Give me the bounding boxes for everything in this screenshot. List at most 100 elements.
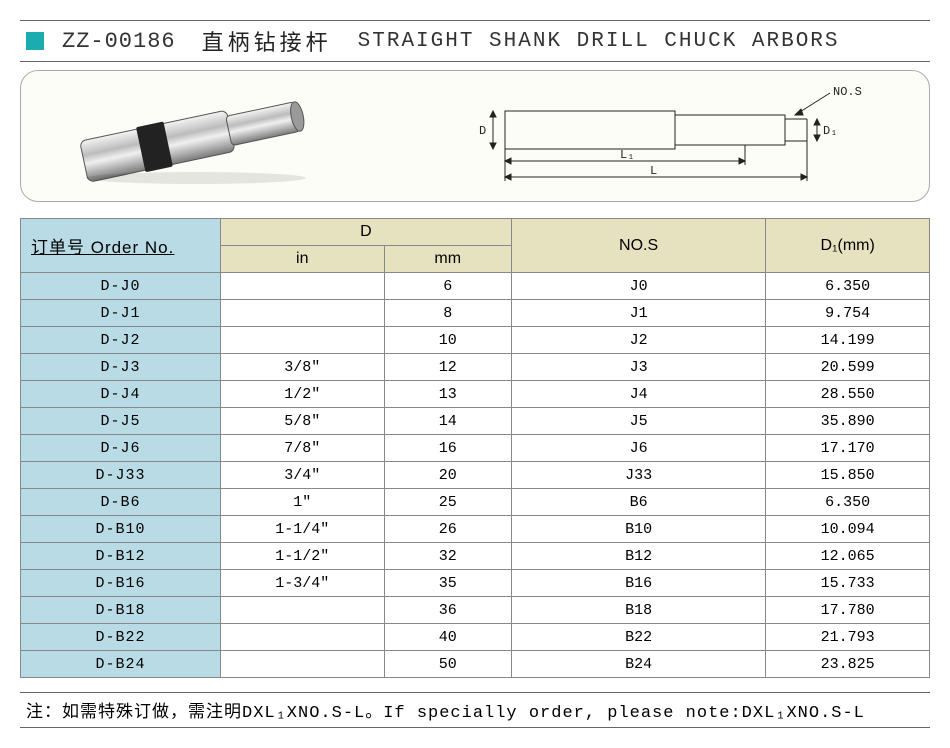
cell-mm: 14 bbox=[384, 408, 511, 435]
cell-order: D-J0 bbox=[21, 273, 221, 300]
table-row: D-J33/8"12J320.599 bbox=[21, 354, 930, 381]
cell-d1: 20.599 bbox=[766, 354, 930, 381]
cell-d1: 10.094 bbox=[766, 516, 930, 543]
cell-nos: B24 bbox=[511, 651, 766, 678]
cell-nos: B22 bbox=[511, 624, 766, 651]
cell-nos: B12 bbox=[511, 543, 766, 570]
table-row: D-B161-3/4"35B1615.733 bbox=[21, 570, 930, 597]
cell-nos: B10 bbox=[511, 516, 766, 543]
cell-in: 1-1/4" bbox=[220, 516, 384, 543]
svg-text:L: L bbox=[650, 164, 657, 178]
table-row: D-B2450B2423.825 bbox=[21, 651, 930, 678]
cell-in: 1-1/2" bbox=[220, 543, 384, 570]
cell-in bbox=[220, 273, 384, 300]
table-row: D-B22 40B2221.793 bbox=[21, 624, 930, 651]
cell-mm: 36 bbox=[384, 597, 511, 624]
cell-mm: 6 bbox=[384, 273, 511, 300]
cell-mm: 8 bbox=[384, 300, 511, 327]
cell-nos: J6 bbox=[511, 435, 766, 462]
spec-table: 订单号 Order No. D NO.S D₁(mm) in mm D-J06J… bbox=[20, 218, 930, 678]
cell-order: D-B12 bbox=[21, 543, 221, 570]
cell-in bbox=[220, 651, 384, 678]
cell-order: D-B24 bbox=[21, 651, 221, 678]
table-row: D-B61"25B66.350 bbox=[21, 489, 930, 516]
cell-mm: 26 bbox=[384, 516, 511, 543]
product-code: ZZ-00186 bbox=[62, 29, 176, 54]
cell-in: 3/4" bbox=[220, 462, 384, 489]
cell-d1: 9.754 bbox=[766, 300, 930, 327]
cell-order: D-J1 bbox=[21, 300, 221, 327]
cell-order: D-B18 bbox=[21, 597, 221, 624]
cell-d1: 12.065 bbox=[766, 543, 930, 570]
cell-d1: 6.350 bbox=[766, 273, 930, 300]
cell-nos: J5 bbox=[511, 408, 766, 435]
table-row: D-J41/2"13J428.550 bbox=[21, 381, 930, 408]
col-d: D bbox=[220, 219, 511, 246]
cell-nos: J2 bbox=[511, 327, 766, 354]
cell-mm: 25 bbox=[384, 489, 511, 516]
cell-nos: J3 bbox=[511, 354, 766, 381]
table-row: D-J67/8"16J617.170 bbox=[21, 435, 930, 462]
col-mm: mm bbox=[384, 246, 511, 273]
table-row: D-J55/8"14J535.890 bbox=[21, 408, 930, 435]
cell-d1: 23.825 bbox=[766, 651, 930, 678]
cell-in: 3/8" bbox=[220, 354, 384, 381]
cell-order: D-B6 bbox=[21, 489, 221, 516]
cell-nos: B6 bbox=[511, 489, 766, 516]
cell-order: D-J2 bbox=[21, 327, 221, 354]
dimension-diagram: NO.S D D₁ L₁ L bbox=[401, 81, 909, 191]
cell-mm: 40 bbox=[384, 624, 511, 651]
cell-order: D-B22 bbox=[21, 624, 221, 651]
header-square-icon bbox=[26, 32, 44, 50]
svg-text:L₁: L₁ bbox=[620, 148, 634, 162]
table-row: D-J06J06.350 bbox=[21, 273, 930, 300]
cell-d1: 21.793 bbox=[766, 624, 930, 651]
cell-in: 7/8" bbox=[220, 435, 384, 462]
cell-d1: 17.170 bbox=[766, 435, 930, 462]
cell-in: 1/2" bbox=[220, 381, 384, 408]
cell-d1: 17.780 bbox=[766, 597, 930, 624]
cell-mm: 20 bbox=[384, 462, 511, 489]
cell-d1: 14.199 bbox=[766, 327, 930, 354]
cell-in: 1-3/4" bbox=[220, 570, 384, 597]
cell-d1: 15.850 bbox=[766, 462, 930, 489]
cell-order: D-B16 bbox=[21, 570, 221, 597]
product-name-en: STRAIGHT SHANK DRILL CHUCK ARBORS bbox=[358, 30, 840, 53]
cell-in bbox=[220, 327, 384, 354]
product-name-cn: 直柄钻接杆 bbox=[202, 25, 332, 57]
svg-text:D₁: D₁ bbox=[823, 124, 837, 138]
cell-mm: 12 bbox=[384, 354, 511, 381]
cell-mm: 13 bbox=[384, 381, 511, 408]
cell-mm: 32 bbox=[384, 543, 511, 570]
table-row: D-B18 36B1817.780 bbox=[21, 597, 930, 624]
cell-order: D-J3 bbox=[21, 354, 221, 381]
table-row: D-J1 8J19.754 bbox=[21, 300, 930, 327]
cell-in bbox=[220, 597, 384, 624]
cell-nos: J33 bbox=[511, 462, 766, 489]
cell-d1: 35.890 bbox=[766, 408, 930, 435]
header-bar: ZZ-00186 直柄钻接杆 STRAIGHT SHANK DRILL CHUC… bbox=[20, 20, 930, 62]
cell-order: D-J6 bbox=[21, 435, 221, 462]
cell-mm: 10 bbox=[384, 327, 511, 354]
cell-order: D-J5 bbox=[21, 408, 221, 435]
cell-nos: J4 bbox=[511, 381, 766, 408]
cell-nos: B18 bbox=[511, 597, 766, 624]
col-order-no: 订单号 Order No. bbox=[21, 219, 221, 273]
table-row: D-B121-1/2"32B1212.065 bbox=[21, 543, 930, 570]
table-row: D-B101-1/4"26B1010.094 bbox=[21, 516, 930, 543]
col-nos: NO.S bbox=[511, 219, 766, 273]
svg-text:NO.S: NO.S bbox=[833, 85, 862, 99]
table-row: D-J333/4"20J3315.850 bbox=[21, 462, 930, 489]
cell-in: 5/8" bbox=[220, 408, 384, 435]
cell-mm: 35 bbox=[384, 570, 511, 597]
cell-d1: 6.350 bbox=[766, 489, 930, 516]
cell-in bbox=[220, 624, 384, 651]
cell-in bbox=[220, 300, 384, 327]
cell-d1: 28.550 bbox=[766, 381, 930, 408]
cell-order: D-B10 bbox=[21, 516, 221, 543]
cell-nos: J1 bbox=[511, 300, 766, 327]
image-panel: NO.S D D₁ L₁ L bbox=[20, 70, 930, 202]
product-photo bbox=[41, 81, 341, 191]
cell-nos: B16 bbox=[511, 570, 766, 597]
col-in: in bbox=[220, 246, 384, 273]
